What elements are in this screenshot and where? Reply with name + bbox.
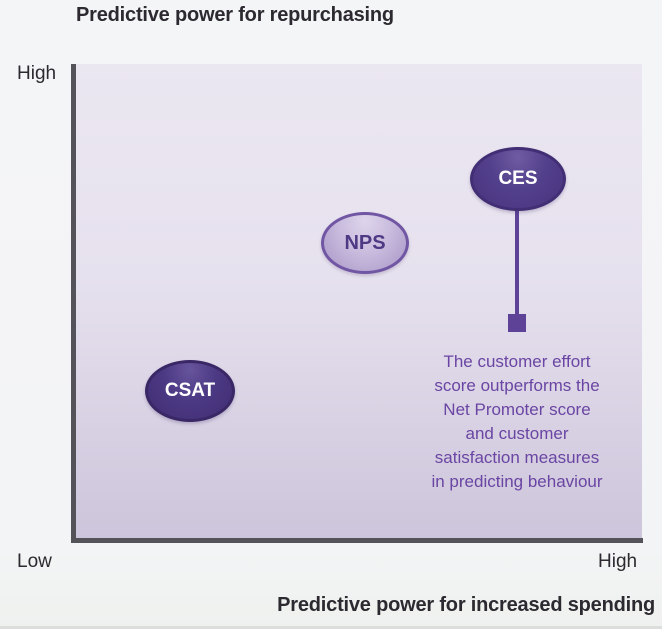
x-axis-line — [71, 538, 643, 543]
ces-annotation-connector-line — [515, 208, 519, 315]
y-axis-high-label: High — [17, 63, 57, 84]
chart-title: Predictive power for repurchasing — [76, 4, 394, 26]
x-axis-high-label: High — [598, 551, 638, 572]
ces-annotation-connector-square — [508, 314, 526, 332]
origin-low-label: Low — [17, 551, 52, 572]
data-bubble-csat: CSAT — [145, 360, 235, 422]
data-bubble-ces: CES — [470, 147, 566, 211]
y-axis-line — [71, 64, 76, 543]
x-axis-title: Predictive power for increased spending — [277, 594, 655, 616]
data-bubble-nps: NPS — [321, 212, 409, 274]
plot-area — [76, 64, 642, 538]
annotation-text: The customer effort score outperforms th… — [431, 352, 603, 491]
